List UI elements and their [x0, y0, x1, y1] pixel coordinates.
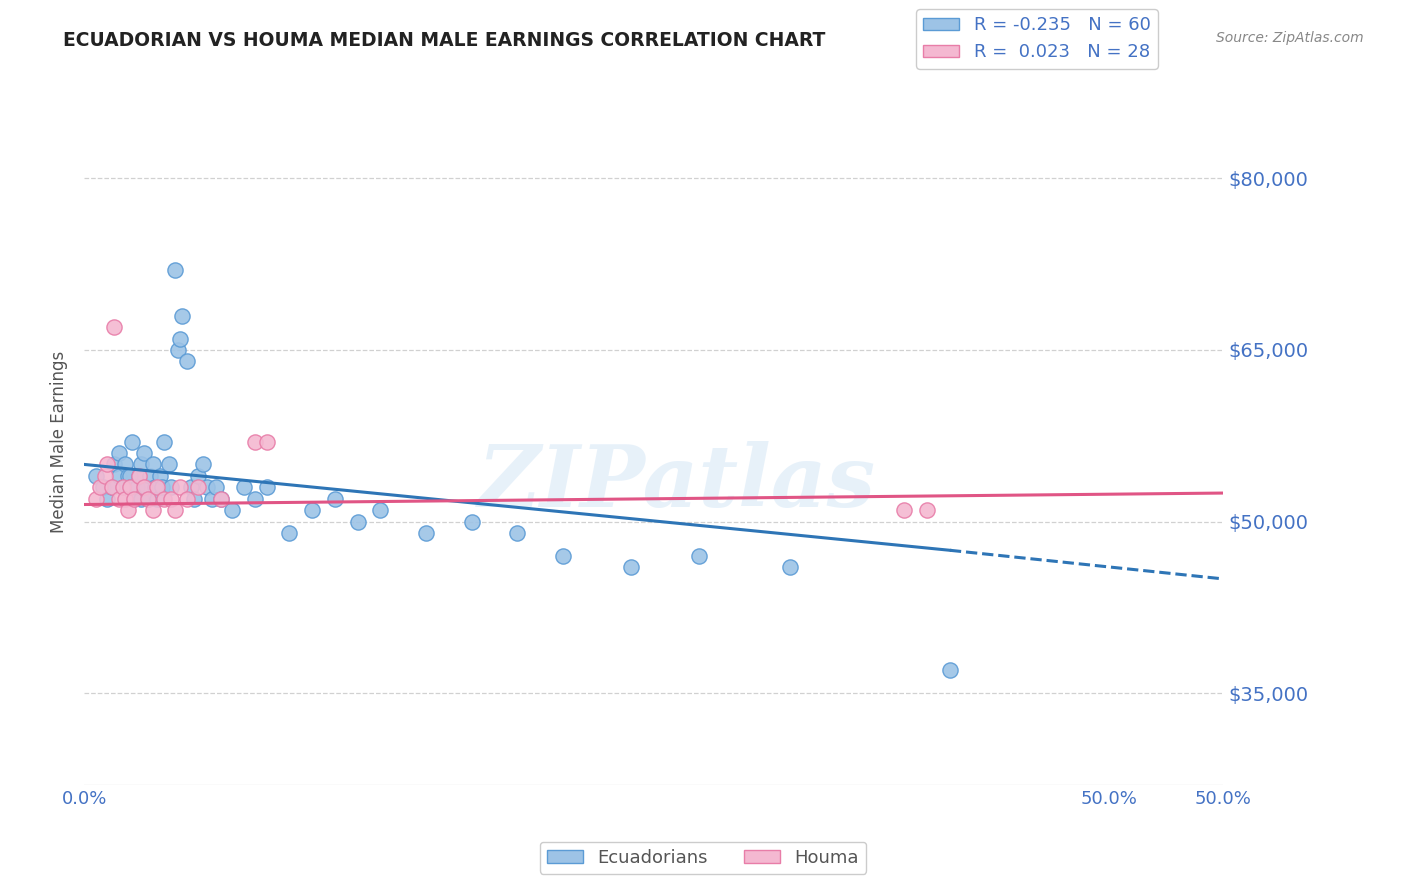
Point	[132, 480, 155, 494]
Point	[172, 309, 194, 323]
Point	[139, 469, 162, 483]
Point	[124, 491, 146, 506]
Point	[160, 480, 183, 494]
Point	[460, 515, 482, 529]
Point	[205, 480, 228, 494]
Point	[96, 491, 118, 506]
Point	[169, 332, 191, 346]
Point	[146, 491, 169, 506]
Point	[187, 469, 209, 483]
Point	[84, 491, 107, 506]
Point	[176, 491, 198, 506]
Point	[620, 560, 643, 574]
Point	[169, 480, 191, 494]
Point	[551, 549, 574, 563]
Point	[150, 480, 173, 494]
Point	[125, 480, 148, 494]
Point	[187, 480, 209, 494]
Point	[191, 458, 214, 472]
Point	[176, 354, 198, 368]
Y-axis label: Median Male Earnings: Median Male Earnings	[51, 351, 69, 533]
Point	[121, 434, 143, 449]
Point	[100, 480, 122, 494]
Point	[160, 491, 183, 506]
Text: Source: ZipAtlas.com: Source: ZipAtlas.com	[1216, 31, 1364, 45]
Point	[146, 480, 169, 494]
Point	[165, 503, 187, 517]
Point	[107, 491, 129, 506]
Point	[415, 526, 437, 541]
Point	[278, 526, 301, 541]
Point	[118, 480, 141, 494]
Point	[103, 458, 125, 472]
Point	[107, 446, 129, 460]
Point	[183, 491, 205, 506]
Point	[103, 320, 125, 334]
Point	[256, 480, 278, 494]
Point	[323, 491, 346, 506]
Point	[96, 458, 118, 472]
Point	[245, 491, 267, 506]
Point	[143, 480, 166, 494]
Point	[114, 491, 136, 506]
Point	[135, 480, 157, 494]
Point	[117, 469, 139, 483]
Point	[209, 491, 232, 506]
Point	[915, 503, 938, 517]
Point	[128, 469, 150, 483]
Point	[91, 480, 114, 494]
Text: ECUADORIAN VS HOUMA MEDIAN MALE EARNINGS CORRELATION CHART: ECUADORIAN VS HOUMA MEDIAN MALE EARNINGS…	[63, 31, 825, 50]
Point	[370, 503, 392, 517]
Point	[142, 458, 165, 472]
Point	[112, 480, 135, 494]
Point	[301, 503, 323, 517]
Point	[118, 480, 141, 494]
Point	[165, 263, 187, 277]
Point	[132, 446, 155, 460]
Point	[221, 503, 243, 517]
Point	[506, 526, 529, 541]
Point	[128, 469, 150, 483]
Point	[84, 469, 107, 483]
Point	[166, 343, 188, 357]
Point	[136, 491, 159, 506]
Point	[153, 491, 176, 506]
Point	[100, 480, 122, 494]
Point	[201, 491, 224, 506]
Point	[245, 434, 267, 449]
Point	[180, 480, 202, 494]
Point	[117, 503, 139, 517]
Point	[688, 549, 710, 563]
Point	[94, 469, 117, 483]
Point	[346, 515, 368, 529]
Legend: Ecuadorians, Houma: Ecuadorians, Houma	[540, 842, 866, 874]
Point	[136, 491, 159, 506]
Point	[779, 560, 801, 574]
Point	[153, 434, 176, 449]
Point	[195, 480, 218, 494]
Point	[124, 491, 146, 506]
Point	[893, 503, 915, 517]
Point	[148, 469, 170, 483]
Point	[142, 503, 165, 517]
Point	[112, 480, 135, 494]
Point	[107, 469, 129, 483]
Point	[209, 491, 232, 506]
Point	[157, 458, 180, 472]
Point	[89, 480, 111, 494]
Point	[114, 458, 136, 472]
Point	[256, 434, 278, 449]
Text: ZIPatlas: ZIPatlas	[478, 441, 876, 524]
Point	[118, 469, 141, 483]
Point	[131, 458, 153, 472]
Point	[131, 491, 153, 506]
Point	[939, 664, 962, 678]
Point	[232, 480, 254, 494]
